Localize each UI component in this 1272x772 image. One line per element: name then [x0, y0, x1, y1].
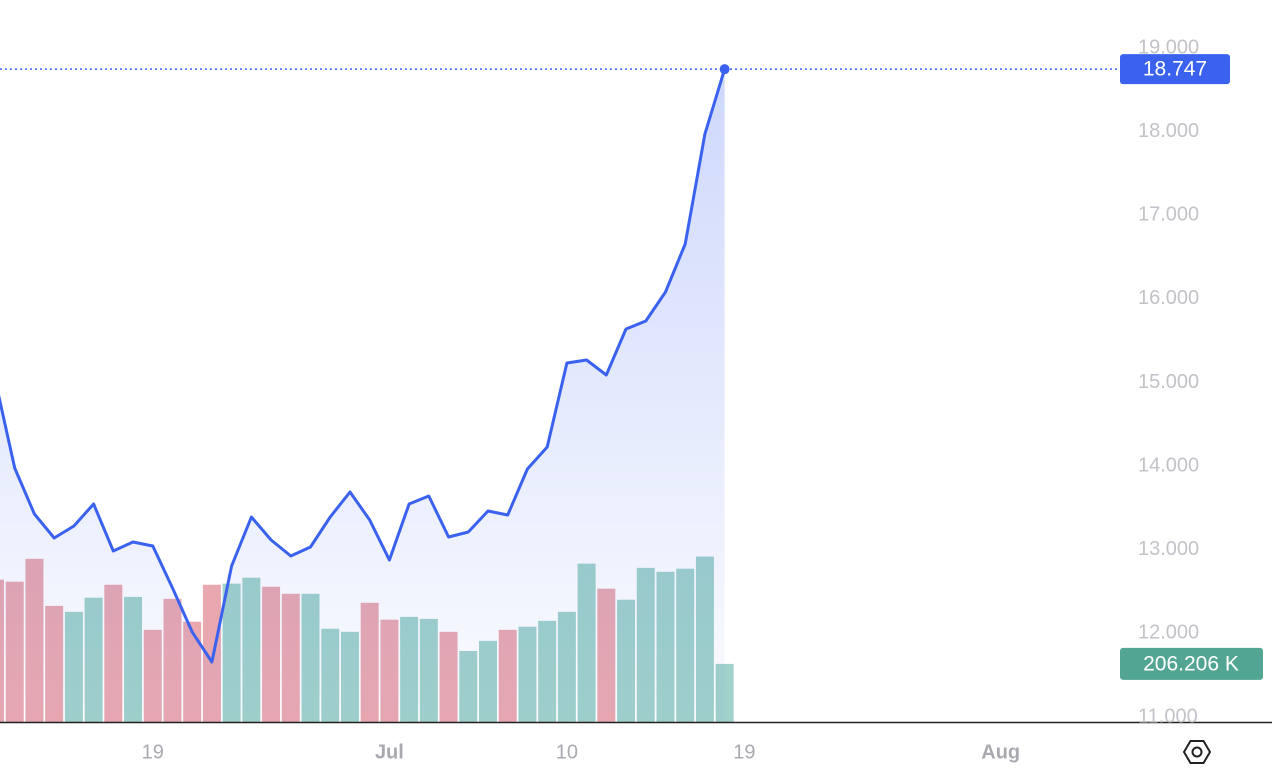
y-tick-label: 13.000 [1138, 538, 1199, 560]
plot-area [0, 68, 734, 722]
axes: 11.000 12.000 13.000 14.000 15.000 16.000 17.0… [142, 36, 1200, 763]
y-tick-label: 17.000 [1138, 204, 1199, 226]
price-label-bg [1120, 54, 1230, 85]
settings-icon[interactable] [1182, 740, 1212, 764]
x-tick-label: Aug [981, 741, 1020, 763]
x-tick-label: 19 [142, 741, 164, 763]
y-tick-label: 19.000 [1138, 36, 1199, 58]
y-tick-label: 12.000 [1138, 622, 1199, 644]
y-tick-label: 16.000 [1138, 287, 1199, 309]
y-tick-label: 14.000 [1138, 454, 1199, 476]
y-tick-label: 18.000 [1138, 120, 1199, 142]
price-line [0, 68, 727, 664]
price-label: 18.747 [1143, 58, 1207, 81]
x-tick-label: 10 [556, 741, 578, 763]
volume-label-bg [1120, 647, 1263, 680]
y-tick-label: 15.000 [1138, 371, 1199, 393]
x-tick-label: Jul [375, 741, 404, 763]
price-area [0, 69, 725, 722]
y-tick-label: 11.000 [1138, 705, 1198, 727]
price-marker [719, 64, 730, 75]
volume-label: 206.206 K [1143, 652, 1239, 675]
x-tick-label: 19 [733, 741, 755, 763]
